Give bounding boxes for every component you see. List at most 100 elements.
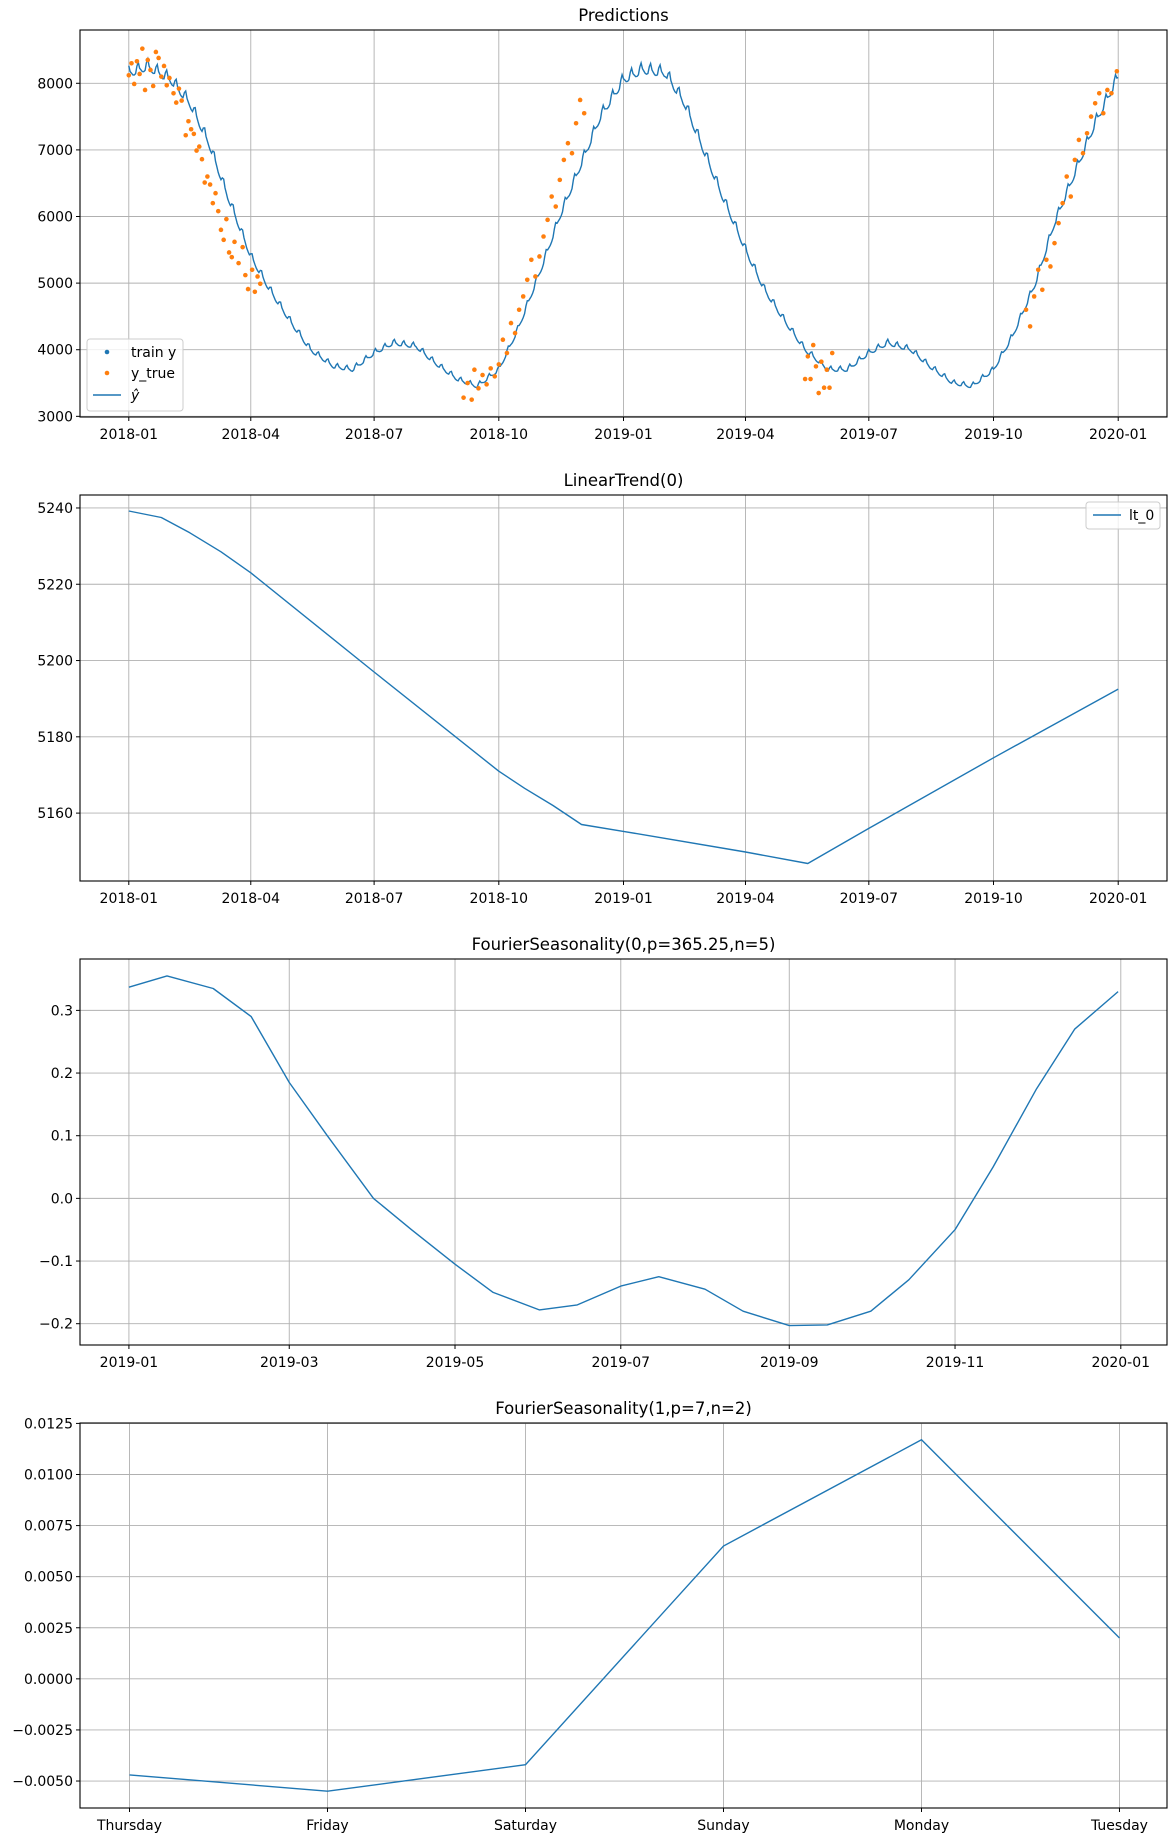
weekly-seasonality-line [129, 1438, 1120, 1792]
plot-area [128, 975, 1119, 1327]
y-true-point [827, 385, 832, 390]
x-tick-label: 2019-04 [716, 427, 775, 443]
y-true-point [816, 390, 821, 396]
y-true-point [194, 148, 199, 153]
y-true-point [819, 359, 824, 365]
y-true-point [252, 289, 258, 295]
y-true-point [516, 307, 522, 313]
y-true-point [229, 254, 235, 260]
y-true-point [1068, 194, 1074, 199]
y-true-point [205, 174, 210, 179]
legend-train-marker [104, 349, 110, 355]
y-true-point [140, 46, 145, 51]
y-true-point [142, 87, 148, 93]
x-tick-label: Tuesday [1090, 1818, 1148, 1834]
x-tick-label: 2019-01 [100, 1355, 159, 1371]
y-true-point [1031, 294, 1037, 299]
y-true-point [134, 59, 140, 64]
x-tick-label: Sunday [697, 1818, 749, 1834]
chart-panel-2: 2019-01 2019-03 2019-05 2019-07 2019-09 2019-… [39, 935, 1168, 1371]
y-true-point [226, 250, 232, 255]
y-tick-label: 5200 [37, 654, 73, 670]
axes-frame [79, 29, 1168, 418]
y-true-point [1096, 90, 1102, 96]
y-true-point [153, 49, 159, 55]
y-tick-label: 5240 [37, 501, 73, 517]
y-true-point [145, 57, 151, 63]
y-true-point [529, 257, 534, 263]
y-true-point [557, 177, 563, 183]
chart-title: FourierSeasonality(1,p=7,n=2) [495, 1399, 752, 1418]
y-true-point [810, 342, 816, 348]
axes-frame [79, 1422, 1168, 1809]
x-tick-label: 2018-01 [100, 891, 159, 907]
y-true-point [824, 367, 830, 373]
y-true-point [821, 385, 827, 390]
legend-box [86, 338, 184, 412]
y-true-point [1056, 220, 1061, 226]
legend: lt_0 [1085, 501, 1161, 530]
y-true-point [465, 380, 470, 386]
y-true-point [480, 372, 485, 378]
y-true-point [472, 367, 477, 373]
y-true-point [553, 204, 559, 209]
y-true-point [173, 100, 179, 105]
y-true-point [813, 364, 819, 369]
y-true-point [1084, 130, 1090, 136]
y-true-point [524, 277, 530, 283]
trend-line [128, 510, 1119, 865]
legend-label: lt_0 [1129, 508, 1154, 524]
y-tick-label: 5220 [37, 577, 73, 593]
y-true-point [537, 254, 542, 259]
y-true-point [236, 260, 241, 266]
y-true-point [148, 67, 153, 73]
axes-frame [79, 494, 1168, 882]
y-tick-label: 0.0025 [24, 1621, 73, 1637]
yearly-seasonality-line [128, 975, 1119, 1327]
y-tick-label: −0.0050 [12, 1774, 73, 1790]
y-true-point [249, 267, 255, 273]
y-tick-label: 0.0050 [24, 1570, 73, 1586]
y-true-point [469, 397, 474, 402]
y-tick-label: 0.0100 [24, 1467, 73, 1483]
y-true-point [161, 63, 167, 69]
y-true-point [131, 81, 137, 87]
y-true-point [802, 376, 808, 382]
legend-box [1085, 501, 1161, 530]
y-true-point [1076, 137, 1082, 143]
y-true-point [577, 97, 583, 103]
y-true-point [829, 350, 835, 356]
y-true-point [461, 395, 466, 400]
y-true-point [1044, 257, 1049, 263]
y-true-point [569, 150, 575, 156]
y-true-point [512, 330, 518, 336]
x-tick-label: 2018-07 [345, 427, 404, 443]
y-true-point [210, 200, 216, 206]
y-true-point [245, 286, 251, 292]
y-true-point [150, 83, 156, 89]
yhat-line [128, 56, 1119, 389]
y-true-point [1035, 267, 1041, 273]
chart-title: FourierSeasonality(0,p=365.25,n=5) [472, 935, 776, 954]
legend-train-label: train y [131, 345, 176, 361]
y-true-point [549, 194, 554, 199]
y-tick-label: 0.2 [51, 1066, 73, 1082]
y-tick-label: 0.0 [51, 1191, 73, 1207]
y-true-point [508, 320, 514, 326]
y-true-point [232, 239, 237, 245]
y-tick-label: 5160 [37, 806, 73, 822]
y-true-point [545, 217, 550, 223]
y-tick-label: 0.0075 [24, 1519, 73, 1535]
y-true-point [488, 366, 493, 371]
y-true-point [159, 74, 164, 79]
x-tick-label: 2019-04 [716, 891, 775, 907]
x-tick-label: 2019-07 [840, 891, 899, 907]
y-true-point [221, 237, 226, 243]
x-tick-label: 2018-04 [222, 427, 281, 443]
y-true-point [218, 227, 224, 233]
legend-yhat-label: ŷ [130, 388, 140, 404]
y-true-point [1048, 264, 1053, 269]
y-tick-label: 0.1 [51, 1129, 73, 1145]
x-tick-label: Friday [306, 1818, 348, 1834]
plot-area [128, 510, 1119, 865]
